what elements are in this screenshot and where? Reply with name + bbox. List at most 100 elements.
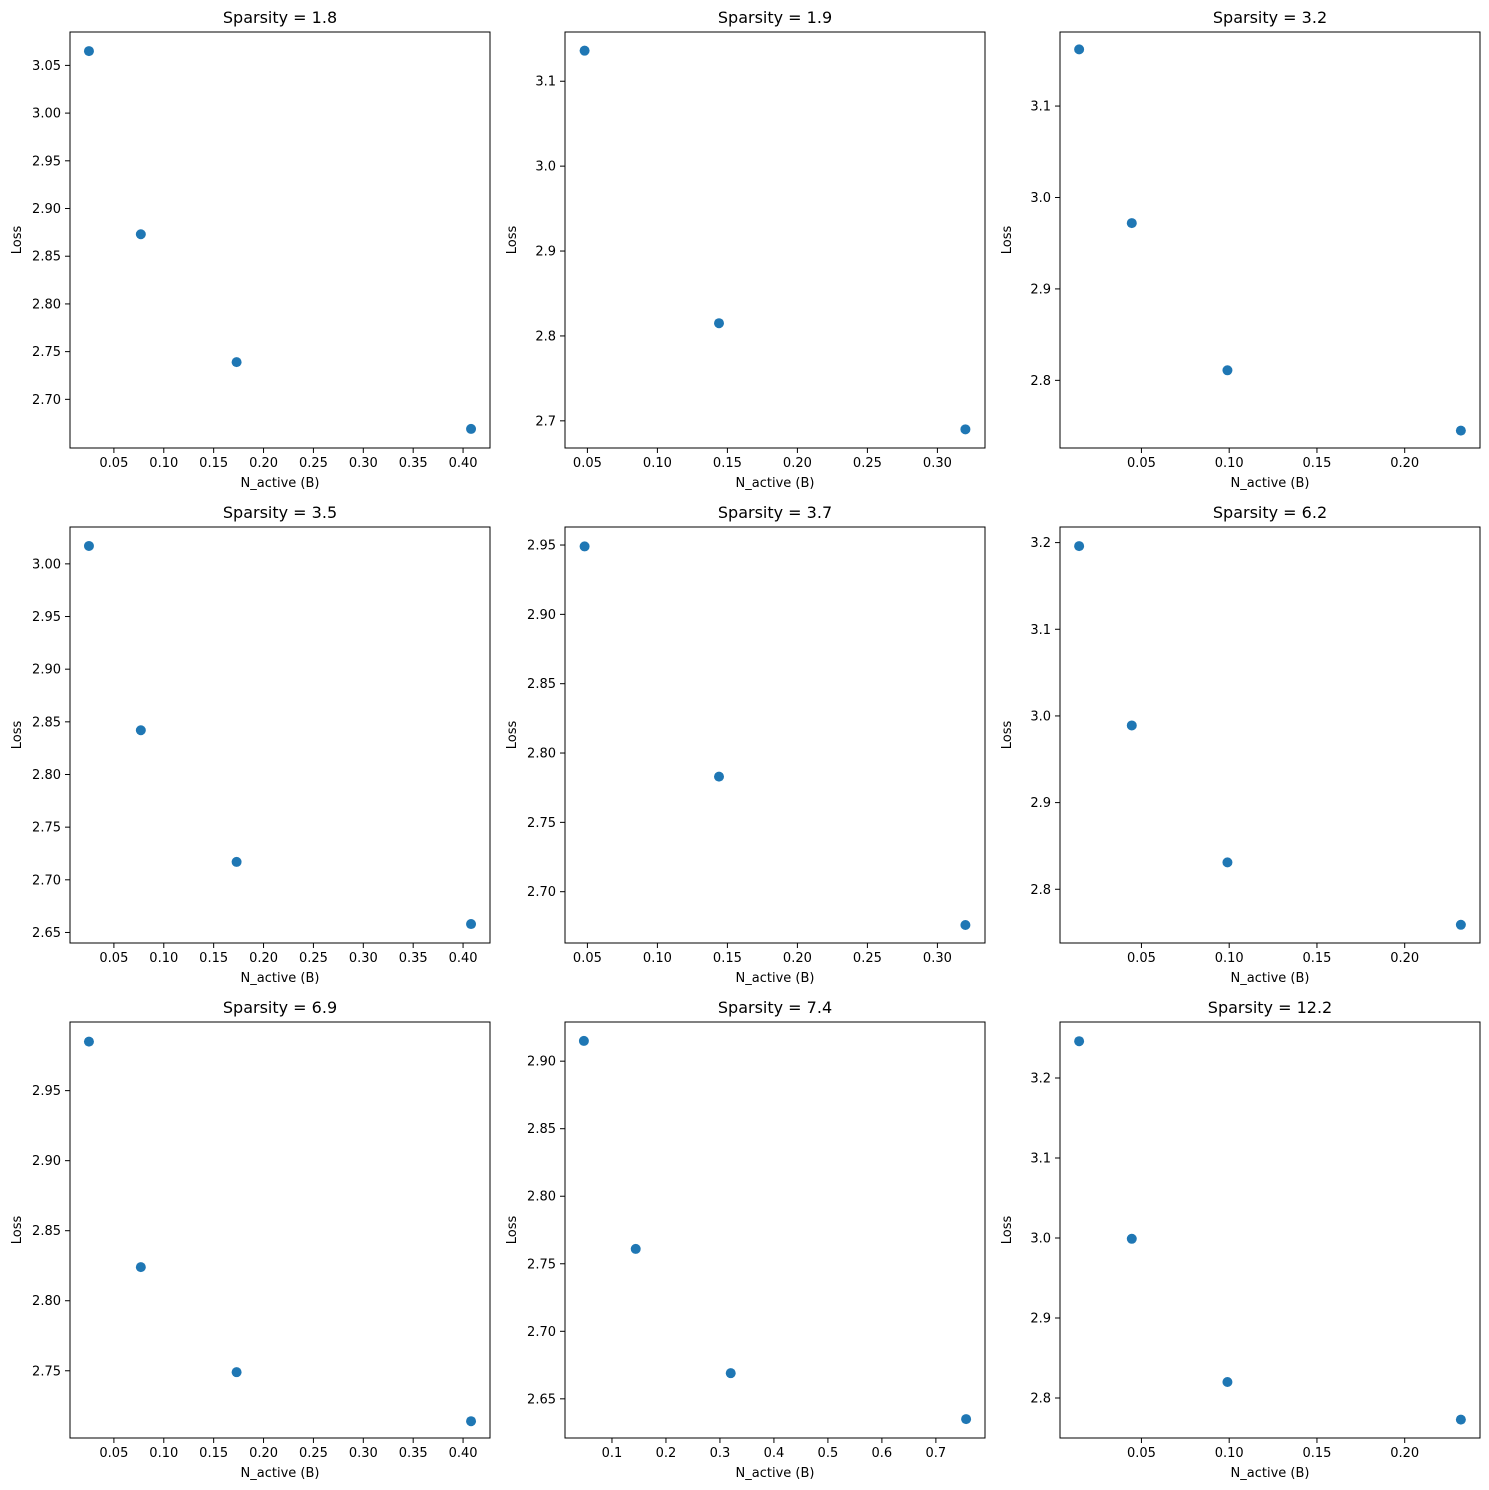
y-tick-label: 3.2	[1030, 1072, 1051, 1087]
x-tick-label: 0.40	[449, 456, 478, 471]
x-tick-label: 0.20	[249, 456, 278, 471]
data-point	[961, 1414, 972, 1425]
subplot-title: Sparsity = 6.2	[1213, 503, 1327, 522]
data-point	[1126, 218, 1137, 229]
x-tick-label: 0.25	[299, 456, 328, 471]
subplot-title: Sparsity = 12.2	[1208, 998, 1332, 1017]
y-axis-label: Loss	[505, 1216, 520, 1245]
subplot-title: Sparsity = 1.8	[223, 8, 337, 27]
subplot-title: Sparsity = 3.7	[718, 503, 832, 522]
data-point	[1126, 720, 1137, 731]
y-tick-label: 3.05	[32, 59, 61, 74]
plot-frame	[69, 526, 491, 944]
y-axis-label: Loss	[10, 1216, 25, 1245]
x-axis-label: N_active (B)	[241, 476, 320, 491]
plot-frame	[1059, 31, 1481, 449]
y-tick-label: 2.80	[32, 1294, 61, 1309]
x-axis-label: N_active (B)	[736, 476, 815, 491]
x-tick-label: 0.10	[1215, 951, 1244, 966]
y-tick-label: 2.80	[527, 1190, 556, 1205]
y-tick-label: 2.85	[527, 677, 556, 692]
x-tick-label: 0.05	[573, 456, 602, 471]
x-tick-label: 0.10	[643, 951, 672, 966]
y-tick-label: 2.65	[32, 926, 61, 941]
x-tick-label: 0.15	[1302, 951, 1331, 966]
subplot-title: Sparsity = 3.2	[1213, 8, 1327, 27]
subplot-1: Sparsity = 1.8 0.05 0.10 0.15 0.20 0.25 0.30 0.…	[10, 8, 491, 491]
x-tick-label: 0.1	[602, 1446, 623, 1461]
subplot-9: Sparsity = 12.2 0.05 0.10 0.15 0.20 2.8 2.9 3.0…	[1000, 998, 1481, 1481]
data-point	[1126, 1233, 1137, 1244]
x-tick-label: 0.05	[1127, 456, 1156, 471]
data-point	[578, 1035, 589, 1046]
x-tick-label: 0.20	[783, 951, 812, 966]
y-tick-label: 2.8	[1030, 883, 1051, 898]
data-point	[83, 46, 94, 57]
plot-frame	[69, 1021, 491, 1439]
y-axis-label: Loss	[1000, 721, 1015, 750]
x-tick-label: 0.15	[713, 456, 742, 471]
data-point	[135, 1262, 146, 1273]
x-tick-label: 0.6	[872, 1446, 893, 1461]
y-tick-label: 2.9	[535, 245, 556, 260]
y-tick-label: 2.9	[1030, 1312, 1051, 1327]
data-point	[714, 771, 724, 782]
subplot-title: Sparsity = 6.9	[223, 998, 337, 1017]
subplot-3: Sparsity = 3.2 0.05 0.10 0.15 0.20 2.8 2.9 3.0 3…	[1000, 8, 1481, 491]
x-axis-label: N_active (B)	[1231, 476, 1310, 491]
subplot-6: Sparsity = 6.2 0.05 0.10 0.15 0.20 2.8 2.9 3.0 3…	[1000, 503, 1481, 986]
x-tick-label: 0.25	[299, 951, 328, 966]
x-tick-label: 0.20	[1390, 456, 1419, 471]
data-point	[1455, 1414, 1466, 1425]
y-tick-label: 2.8	[1030, 1392, 1051, 1407]
x-tick-label: 0.15	[199, 456, 228, 471]
x-tick-label: 0.35	[399, 456, 428, 471]
y-tick-label: 2.90	[32, 663, 61, 678]
y-tick-label: 2.70	[32, 393, 61, 408]
x-tick-label: 0.10	[149, 1446, 178, 1461]
x-tick-label: 0.05	[1127, 951, 1156, 966]
x-tick-label: 0.25	[853, 951, 882, 966]
y-tick-label: 2.9	[1030, 282, 1051, 297]
x-tick-label: 0.10	[149, 456, 178, 471]
y-tick-label: 2.70	[527, 885, 556, 900]
plot-frame	[1059, 1021, 1481, 1439]
x-tick-label: 0.3	[710, 1446, 731, 1461]
y-tick-label: 2.75	[32, 1364, 61, 1379]
subplot-7: Sparsity = 6.9 0.05 0.10 0.15 0.20 0.25 0.30 0.…	[10, 998, 491, 1481]
y-axis-label: Loss	[1000, 226, 1015, 255]
data-point	[1222, 365, 1233, 376]
x-tick-label: 0.10	[643, 456, 672, 471]
y-tick-label: 2.95	[32, 1084, 61, 1099]
y-tick-label: 3.00	[32, 107, 61, 122]
data-point	[579, 45, 590, 56]
y-tick-label: 3.00	[32, 557, 61, 572]
y-tick-label: 2.85	[32, 1224, 61, 1239]
y-tick-label: 2.8	[1030, 374, 1051, 389]
data-point	[1074, 1036, 1085, 1047]
y-tick-label: 3.0	[1030, 191, 1051, 206]
y-tick-label: 2.9	[1030, 796, 1051, 811]
data-point	[231, 856, 242, 867]
x-tick-label: 0.40	[449, 1446, 478, 1461]
y-tick-label: 2.95	[527, 539, 556, 554]
x-axis-label: N_active (B)	[736, 1466, 815, 1481]
plot-frame	[564, 526, 986, 944]
data-point	[579, 541, 590, 552]
y-tick-label: 3.1	[535, 75, 556, 90]
x-tick-label: 0.20	[249, 1446, 278, 1461]
x-tick-label: 0.05	[1127, 1446, 1156, 1461]
y-axis-label: Loss	[10, 226, 25, 255]
x-axis-label: N_active (B)	[1231, 1466, 1310, 1481]
plot-frame	[1059, 526, 1481, 944]
y-tick-label: 2.65	[527, 1392, 556, 1407]
data-point	[630, 1243, 641, 1254]
data-point	[1074, 44, 1085, 55]
y-axis-label: Loss	[505, 226, 520, 255]
x-tick-label: 0.05	[99, 456, 128, 471]
data-point	[725, 1368, 736, 1379]
x-tick-label: 0.20	[1390, 1446, 1419, 1461]
plot-frame	[69, 31, 491, 449]
y-axis-label: Loss	[1000, 1216, 1015, 1245]
